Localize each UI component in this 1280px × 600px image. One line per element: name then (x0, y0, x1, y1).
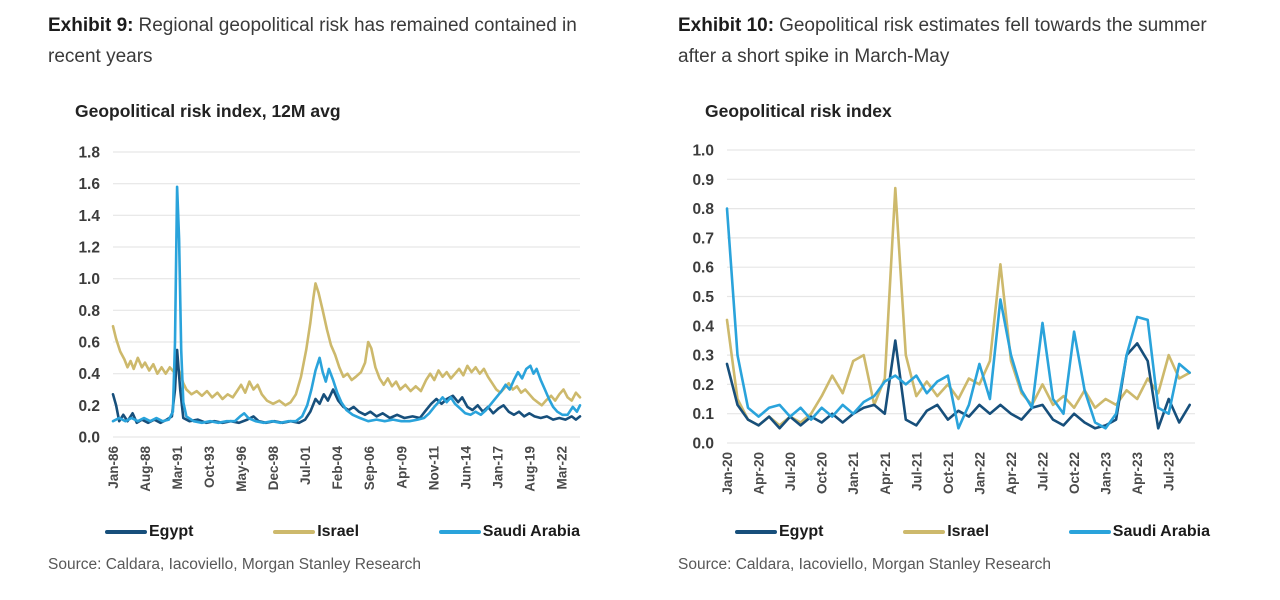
svg-text:Jan-86: Jan-86 (106, 446, 121, 489)
svg-text:Jan-22: Jan-22 (972, 452, 987, 495)
svg-text:Jun-14: Jun-14 (458, 446, 473, 490)
series-line-egypt (725, 339, 1191, 430)
svg-text:Aug-19: Aug-19 (522, 446, 537, 492)
chart-0-legend: Egypt Israel Saudi Arabia (105, 521, 580, 543)
svg-text:Jul-20: Jul-20 (783, 452, 798, 491)
exhibit-9-label: Exhibit 9: (48, 15, 134, 36)
chart-1-title: Geopolitical risk index (705, 101, 892, 121)
svg-text:Oct-93: Oct-93 (202, 446, 217, 489)
legend-swatch-israel (273, 530, 316, 534)
exhibit-9-title-text: Regional geopolitical risk has remained … (48, 15, 577, 67)
exhibit-9-panel: Exhibit 9: Regional geopolitical risk has… (10, 0, 635, 600)
legend-swatch-egypt (735, 530, 777, 534)
exhibit-10-label: Exhibit 10: (678, 15, 775, 36)
svg-text:Apr-20: Apr-20 (752, 452, 767, 495)
svg-text:Mar-91: Mar-91 (170, 446, 185, 490)
svg-text:0.9: 0.9 (692, 172, 714, 189)
svg-text:Oct-21: Oct-21 (941, 452, 956, 495)
chart-0-plot: 0.0 0.2 0.4 0.6 0.8 1.0 1.2 1.4 1.6 1.8 Jan-86 Aug-… (78, 145, 582, 492)
svg-text:Aug-88: Aug-88 (138, 446, 153, 492)
svg-text:Jan-20: Jan-20 (720, 452, 735, 495)
svg-text:Apr-22: Apr-22 (1004, 452, 1019, 495)
chart-1-legend: Egypt Israel Saudi Arabia (735, 521, 1210, 543)
svg-text:May-96: May-96 (234, 446, 249, 492)
series-line-israel (725, 186, 1191, 427)
svg-text:Apr-21: Apr-21 (878, 452, 893, 495)
x-tick-labels: Jan-86 Aug-88 Mar-91 Oct-93 May-96 Dec-98 Jul-… (106, 446, 569, 492)
svg-text:0.8: 0.8 (78, 303, 100, 320)
svg-text:0.8: 0.8 (692, 201, 714, 218)
legend-item-egypt: Egypt (735, 523, 823, 541)
svg-text:Oct-22: Oct-22 (1067, 452, 1082, 494)
y-tick-labels: 0.0 0.1 0.2 0.3 0.4 0.5 0.6 0.7 0.8 0.9 1.0 (692, 143, 714, 453)
legend-item-saudi-arabia: Saudi Arabia (1068, 523, 1210, 541)
svg-text:0.7: 0.7 (692, 230, 714, 247)
legend-label-saudi-arabia: Saudi Arabia (1112, 523, 1210, 540)
legend-label-egypt: Egypt (779, 523, 824, 540)
legend-label-saudi-arabia: Saudi Arabia (482, 523, 580, 540)
svg-text:Dec-98: Dec-98 (266, 446, 281, 491)
svg-text:Jul-22: Jul-22 (1036, 452, 1051, 491)
svg-text:Jan-17: Jan-17 (490, 446, 505, 489)
series-line-saudi-arabia (725, 207, 1191, 430)
svg-text:0.1: 0.1 (692, 406, 714, 423)
svg-text:0.0: 0.0 (78, 430, 100, 447)
svg-text:1.8: 1.8 (78, 145, 100, 162)
svg-text:Jul-01: Jul-01 (298, 446, 313, 486)
y-tick-labels: 0.0 0.2 0.4 0.6 0.8 1.0 1.2 1.4 1.6 1.8 (78, 145, 100, 447)
svg-text:0.4: 0.4 (78, 366, 100, 383)
series-line-saudi-arabia (111, 185, 582, 425)
svg-text:1.0: 1.0 (692, 143, 714, 160)
svg-text:0.6: 0.6 (692, 260, 714, 277)
svg-text:0.6: 0.6 (78, 335, 100, 352)
chart-1-source: Source: Caldara, Iacoviello, Morgan Stan… (678, 556, 1052, 573)
legend-item-israel: Israel (903, 523, 989, 541)
y-grid (727, 149, 1195, 444)
svg-text:Jul-21: Jul-21 (909, 452, 924, 492)
svg-text:1.4: 1.4 (78, 208, 100, 225)
svg-text:1.2: 1.2 (78, 240, 100, 257)
legend-label-egypt: Egypt (149, 523, 194, 540)
legend-swatch-saudi-arabia (438, 530, 481, 534)
legend-swatch-israel (903, 530, 946, 534)
svg-text:Mar-22: Mar-22 (554, 446, 569, 490)
svg-text:Feb-04: Feb-04 (330, 446, 345, 490)
legend-swatch-egypt (105, 530, 147, 534)
exhibit-10-panel: Exhibit 10: Geopolitical risk estimates f… (640, 0, 1265, 600)
svg-text:0.4: 0.4 (692, 318, 714, 335)
svg-text:Oct-20: Oct-20 (815, 452, 830, 494)
legend-item-saudi-arabia: Saudi Arabia (438, 523, 580, 541)
legend-item-egypt: Egypt (105, 523, 193, 541)
legend-swatch-saudi-arabia (1068, 530, 1111, 534)
chart-0-source: Source: Caldara, Iacoviello, Morgan Stan… (48, 556, 422, 573)
svg-text:1.0: 1.0 (78, 271, 100, 288)
chart-1-plot: 0.0 0.1 0.2 0.3 0.4 0.5 0.6 0.7 0.8 0.9 1.0 Jan-20 A… (692, 143, 1195, 495)
svg-text:0.0: 0.0 (692, 436, 714, 453)
svg-text:Apr-23: Apr-23 (1130, 452, 1145, 495)
svg-text:Jan-21: Jan-21 (846, 452, 861, 495)
svg-text:Jan-23: Jan-23 (1099, 452, 1114, 495)
legend-label-israel: Israel (947, 523, 990, 540)
exhibit-10-title-text: Geopolitical risk estimates fell towards… (678, 15, 1207, 67)
svg-text:1.6: 1.6 (78, 176, 100, 193)
svg-text:0.2: 0.2 (692, 377, 714, 394)
svg-text:Sep-06: Sep-06 (362, 446, 377, 491)
legend-label-israel: Israel (317, 523, 360, 540)
exhibit-9-title: Exhibit 9: Regional geopolitical risk has… (48, 10, 593, 72)
svg-text:0.5: 0.5 (692, 289, 714, 306)
legend-item-israel: Israel (273, 523, 359, 541)
x-tick-labels: Jan-20 Apr-20 Jul-20 Oct-20 Jan-21 Apr-21 Jul-… (720, 452, 1177, 495)
svg-text:Jul-23: Jul-23 (1162, 452, 1177, 492)
svg-text:0.2: 0.2 (78, 398, 100, 415)
exhibit-10-title: Exhibit 10: Geopolitical risk estimates f… (678, 10, 1223, 72)
chart-0-title: Geopolitical risk index, 12M avg (75, 101, 341, 121)
svg-text:Apr-09: Apr-09 (394, 446, 409, 489)
svg-text:0.3: 0.3 (692, 348, 714, 365)
svg-text:Nov-11: Nov-11 (426, 446, 441, 491)
